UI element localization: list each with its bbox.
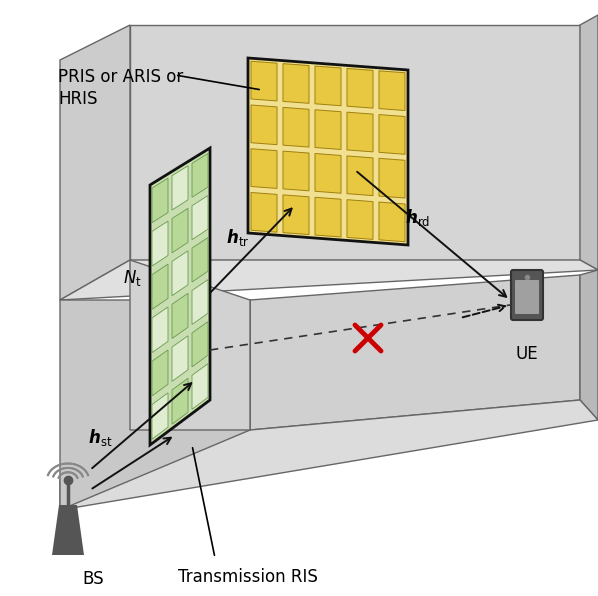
Polygon shape bbox=[283, 195, 309, 235]
Polygon shape bbox=[347, 200, 373, 240]
Polygon shape bbox=[52, 505, 84, 555]
Polygon shape bbox=[130, 260, 250, 430]
Polygon shape bbox=[315, 197, 341, 237]
Text: Transmission RIS: Transmission RIS bbox=[178, 568, 318, 586]
Polygon shape bbox=[192, 153, 208, 197]
Polygon shape bbox=[283, 64, 309, 103]
Polygon shape bbox=[347, 112, 373, 152]
Polygon shape bbox=[60, 300, 250, 510]
Polygon shape bbox=[172, 166, 188, 210]
Polygon shape bbox=[251, 105, 277, 145]
Polygon shape bbox=[315, 154, 341, 193]
Polygon shape bbox=[283, 151, 309, 191]
Polygon shape bbox=[172, 293, 188, 339]
Polygon shape bbox=[283, 107, 309, 147]
Polygon shape bbox=[130, 25, 580, 260]
Polygon shape bbox=[192, 195, 208, 240]
Polygon shape bbox=[379, 71, 405, 110]
Polygon shape bbox=[347, 156, 373, 195]
Polygon shape bbox=[172, 336, 188, 381]
Text: $N_{\rm t}$: $N_{\rm t}$ bbox=[123, 268, 141, 288]
Polygon shape bbox=[192, 238, 208, 282]
Polygon shape bbox=[315, 110, 341, 150]
Polygon shape bbox=[251, 193, 277, 232]
FancyBboxPatch shape bbox=[515, 280, 539, 314]
Polygon shape bbox=[248, 58, 408, 245]
FancyBboxPatch shape bbox=[511, 270, 543, 320]
Polygon shape bbox=[152, 221, 168, 266]
Polygon shape bbox=[580, 15, 598, 270]
Polygon shape bbox=[192, 280, 208, 324]
Polygon shape bbox=[60, 400, 598, 510]
Polygon shape bbox=[152, 264, 168, 309]
Polygon shape bbox=[172, 378, 188, 424]
Text: PRIS or ARIS or
HRIS: PRIS or ARIS or HRIS bbox=[58, 68, 183, 108]
Polygon shape bbox=[192, 364, 208, 409]
Polygon shape bbox=[251, 61, 277, 101]
Polygon shape bbox=[379, 202, 405, 242]
Polygon shape bbox=[172, 251, 188, 296]
Polygon shape bbox=[379, 114, 405, 154]
Polygon shape bbox=[60, 25, 130, 300]
Polygon shape bbox=[152, 307, 168, 353]
Text: $\boldsymbol{h}_{\rm tr}$: $\boldsymbol{h}_{\rm tr}$ bbox=[226, 228, 250, 249]
Polygon shape bbox=[251, 149, 277, 188]
Text: UE: UE bbox=[515, 345, 538, 363]
Polygon shape bbox=[192, 322, 208, 367]
Polygon shape bbox=[152, 393, 168, 439]
Polygon shape bbox=[379, 159, 405, 198]
Polygon shape bbox=[347, 69, 373, 108]
Polygon shape bbox=[150, 148, 210, 445]
Text: $\boldsymbol{h}_{\rm rd}$: $\boldsymbol{h}_{\rm rd}$ bbox=[405, 207, 431, 228]
Polygon shape bbox=[580, 270, 598, 420]
Text: $\boldsymbol{h}_{\rm st}$: $\boldsymbol{h}_{\rm st}$ bbox=[88, 427, 112, 449]
Text: BS: BS bbox=[82, 570, 104, 588]
Polygon shape bbox=[315, 66, 341, 105]
Polygon shape bbox=[60, 260, 598, 300]
Polygon shape bbox=[152, 178, 168, 223]
Polygon shape bbox=[152, 350, 168, 396]
Polygon shape bbox=[172, 209, 188, 253]
Polygon shape bbox=[250, 275, 580, 430]
